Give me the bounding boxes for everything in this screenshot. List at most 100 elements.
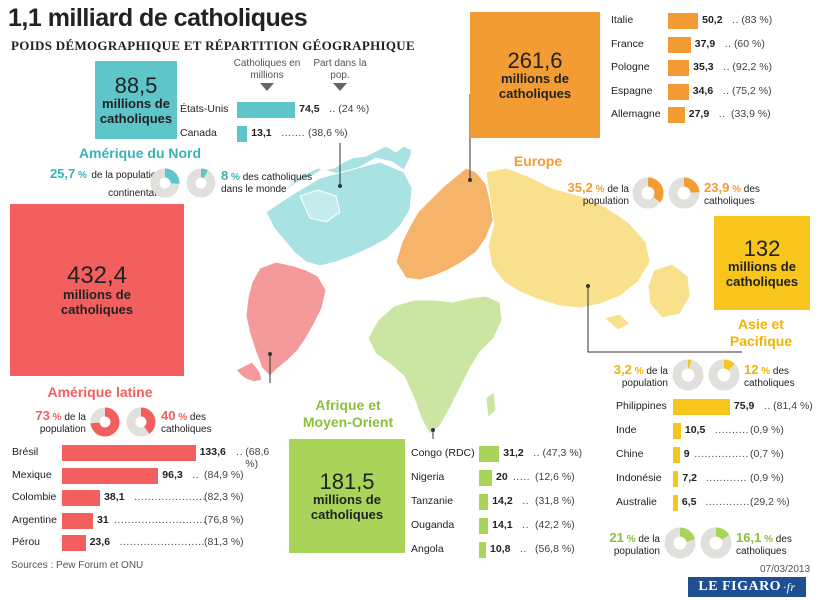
bar-country-label: Chine <box>616 448 644 460</box>
leader-dots: ....... <box>281 127 306 139</box>
europe-total-label: millions de catholiques <box>498 71 572 101</box>
bar-row: France 37,9.. (60 %) <box>611 35 791 55</box>
leader-dots: .. <box>522 495 530 507</box>
percent-sign: % <box>758 366 771 377</box>
bar <box>479 518 489 534</box>
bar-share-label: (24 %) <box>338 103 370 115</box>
leader-dots: .. <box>718 108 726 120</box>
bar-value-label: 10,8 <box>490 543 511 555</box>
header-catholics-label: Catholiques en millions <box>233 58 301 81</box>
bar-country-label: Pérou <box>12 536 41 548</box>
latin-america-title: Amérique latine <box>47 384 153 400</box>
leader-dots: ..................... <box>134 491 206 503</box>
bar-country-label: Angola <box>411 543 444 555</box>
bar <box>673 471 679 487</box>
bar <box>62 512 93 529</box>
latin-america-pop-share: 73 <box>35 408 50 423</box>
bar-row: Allemagne 27,9.. (33,9 %) <box>611 105 791 125</box>
bar-value-label: 9 <box>683 448 690 460</box>
page-title: 1,1 milliard de catholiques <box>8 4 308 32</box>
bar-share-label: (33,9 %) <box>731 108 771 120</box>
bar-value-label: 31 <box>97 513 109 526</box>
header-share-arrow <box>333 83 347 91</box>
leader-dots: ............ <box>705 472 747 484</box>
africa-world-share: 16,1 <box>736 530 762 545</box>
donut-fill <box>708 359 740 391</box>
latin-america-pop-donut <box>90 407 120 437</box>
bar-value-label: 7,2 <box>682 472 697 484</box>
bar-country-label: Brésil <box>12 446 39 458</box>
leader-dots: .. <box>192 468 200 481</box>
bar <box>62 490 101 506</box>
bar-country-label: Australie <box>616 496 657 508</box>
north-america-world-label: des catholiques dans le monde <box>221 172 313 195</box>
north-america-total-box: 88,5 millions de catholiques <box>95 61 177 139</box>
logo-text: LE FIGARO <box>698 579 782 594</box>
bar-value-label: 38,1 <box>104 491 125 503</box>
north-america-title: Amérique du Nord <box>78 145 202 161</box>
leader-dots: .. <box>724 37 732 50</box>
header-share: Part dans la pop. <box>310 58 370 91</box>
asia-total-label: millions de catholiques <box>725 259 799 289</box>
donut-fill <box>632 177 664 209</box>
bar <box>479 542 487 558</box>
bar <box>479 446 500 462</box>
percent-sign: % <box>623 534 636 545</box>
leader-dots: ......................... <box>119 536 206 548</box>
bar <box>668 107 685 123</box>
bar <box>673 495 678 511</box>
asia-world-donut <box>708 359 740 391</box>
donut-fill <box>126 407 156 437</box>
bar <box>62 467 159 484</box>
bar-country-label: Canada <box>180 127 217 139</box>
percent-sign: % <box>49 412 62 423</box>
north-america-total-label: millions de catholiques <box>99 96 173 126</box>
bar-country-label: Colombie <box>12 491 57 503</box>
logo-suffix: ·fr <box>783 579 796 594</box>
bar-row: Pérou 23,6......................... (81,3 … <box>12 533 262 553</box>
percent-sign: % <box>175 412 188 423</box>
bar-row: Pologne 35,3.. (92,2 %) <box>611 58 791 78</box>
footer-date: 07/03/2013 <box>760 564 811 575</box>
bar-share-label: (60 %) <box>733 37 765 50</box>
bar-share-label: (0,7 %) <box>750 448 784 460</box>
leader-dots: ................ <box>694 448 749 460</box>
bar-value-label: 14,2 <box>492 495 513 507</box>
bar-row: Argentine 31........................... (7… <box>12 511 262 531</box>
percent-sign: % <box>592 184 605 195</box>
bar-share-label: (47,3 %) <box>542 447 583 459</box>
africa-world-donut <box>700 527 732 559</box>
bar <box>668 13 699 29</box>
bar-country-label: Allemagne <box>611 108 661 120</box>
bar-row: Congo (RDC) 31,2.. (47,3 %) <box>411 444 591 464</box>
bar-country-label: États-Unis <box>180 103 229 115</box>
bar-share-label: (31,8 %) <box>535 495 575 507</box>
header-catholics: Catholiques en millions <box>232 58 302 91</box>
bar-value-label: 37,9 <box>694 37 716 50</box>
bar-row: Colombie 38,1..................... (82,3 %… <box>12 488 262 508</box>
bar-share-label: (81,3 %) <box>204 536 244 548</box>
latin-america-total-box: 432,4 millions de catholiques <box>10 204 184 376</box>
europe-world-stat: 23,9 % des catholiques <box>704 180 784 208</box>
bar-country-label: Espagne <box>611 84 653 97</box>
bar-country-label: Philippines <box>616 400 667 412</box>
bar-value-label: 20 <box>496 471 508 483</box>
leader-dots: .. <box>533 447 541 459</box>
map-asia <box>485 167 691 331</box>
latin-america-world-stat: 40 % des catholiques <box>161 408 231 436</box>
bar-value-label: 50,2 <box>702 14 723 26</box>
bar-value-label: 27,9 <box>688 108 710 120</box>
latin-america-total-label: millions de catholiques <box>60 287 134 317</box>
bar-row: Nigeria 20..... (12,6 %) <box>411 468 591 488</box>
bar-country-label: Pologne <box>611 61 650 73</box>
north-america-world-donut <box>186 168 216 198</box>
bar-share-label: (56,8 %) <box>535 543 575 555</box>
leader-dots: .. <box>520 543 527 555</box>
bar-value-label: 96,3 <box>162 468 183 481</box>
bar-row: Mexique 96,3.. (84,9 %) <box>12 466 262 486</box>
asia-title: Asie et Pacifique <box>729 316 793 349</box>
africa-world-label: des catholiques <box>736 534 792 557</box>
asia-total-box: 132 millions de catholiques <box>714 216 810 310</box>
bar-row: Espagne 34,6.. (75,2 %) <box>611 82 791 102</box>
bar-share-label: (82,3 %) <box>204 491 244 503</box>
